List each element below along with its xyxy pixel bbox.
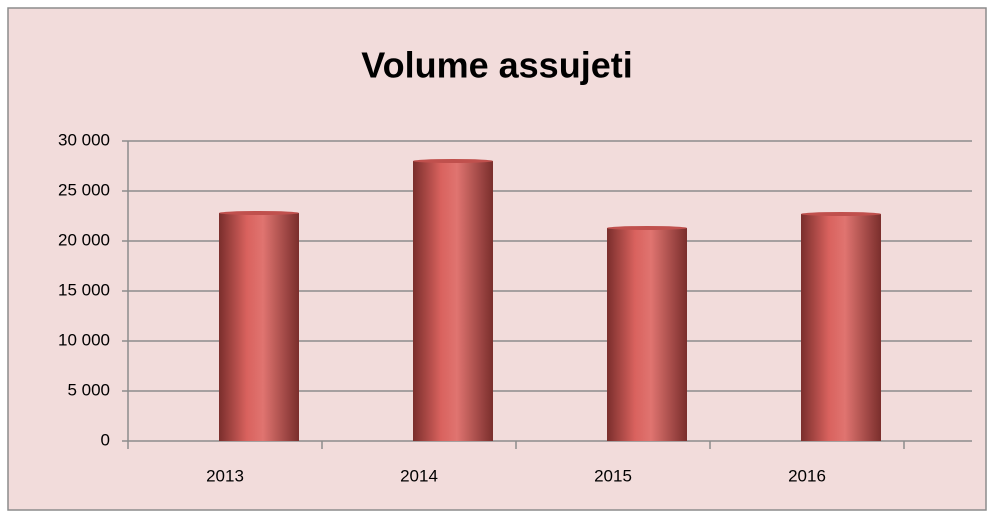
bar-top	[413, 159, 493, 163]
y-tick-label: 15 000	[58, 280, 110, 299]
y-tick-label: 25 000	[58, 180, 110, 199]
y-tick-label: 0	[101, 430, 110, 449]
x-tick-label: 2013	[206, 466, 244, 485]
x-tick-label: 2015	[594, 466, 632, 485]
y-tick-label: 30 000	[58, 130, 110, 149]
y-tick-label: 5 000	[67, 380, 110, 399]
y-tick-label: 10 000	[58, 330, 110, 349]
bar	[219, 213, 299, 441]
bar-top	[801, 212, 881, 216]
x-tick-label: 2014	[400, 466, 438, 485]
y-tick-label: 20 000	[58, 230, 110, 249]
bar	[413, 161, 493, 441]
bar-top	[607, 226, 687, 230]
bar-top	[219, 211, 299, 215]
bar	[801, 214, 881, 441]
x-tick-label: 2016	[788, 466, 826, 485]
bar	[607, 228, 687, 441]
chart-title: Volume assujeti	[361, 45, 632, 86]
